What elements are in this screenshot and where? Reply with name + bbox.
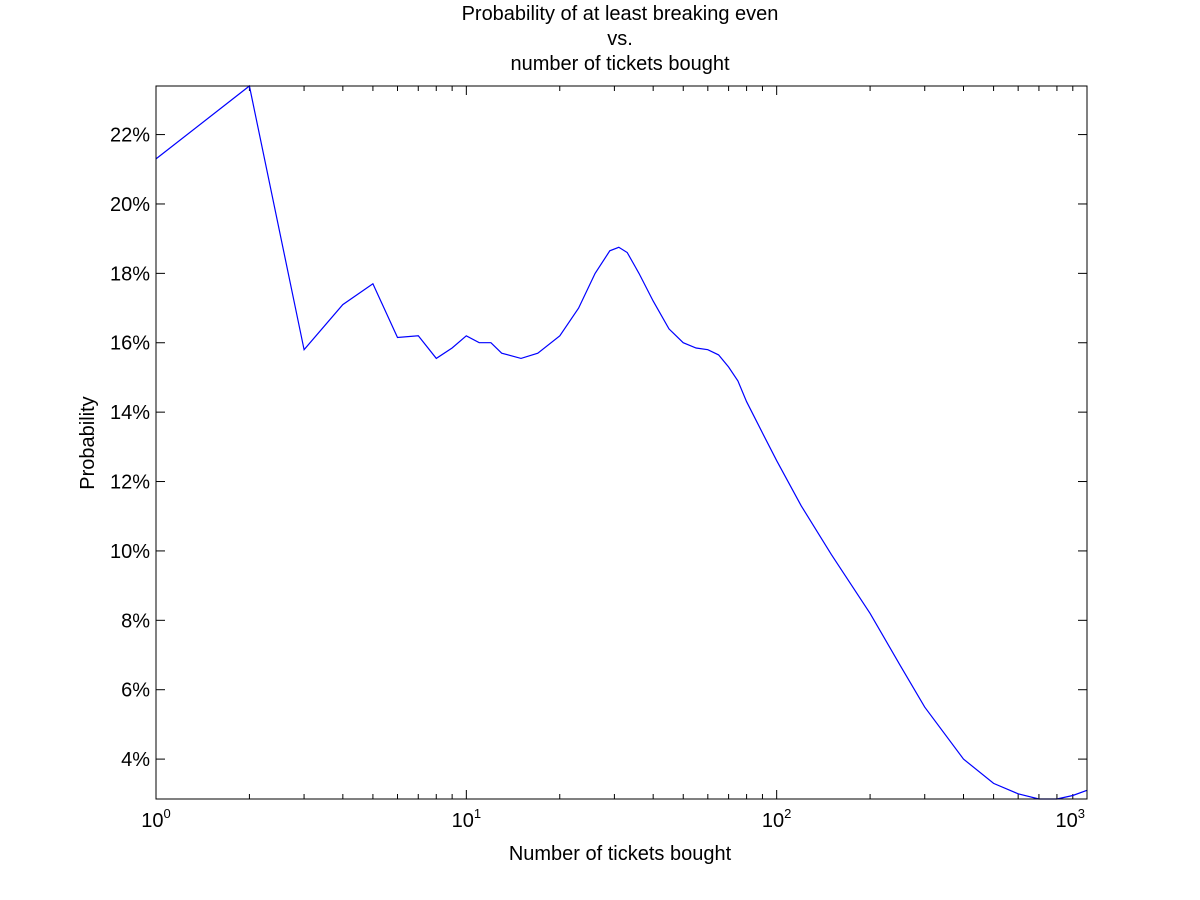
x-tick-label: 102	[762, 806, 791, 832]
x-tick-base: 10	[1056, 810, 1078, 832]
y-tick-label: 8%	[121, 610, 150, 632]
plot-frame	[155, 85, 1088, 800]
chart-title-line-1: Probability of at least breaking even	[462, 3, 779, 25]
plot-area	[156, 86, 1087, 799]
y-axis-ticks: 4% 6% 8% 10% 12% 14% 16% 18% 20% 22%	[110, 125, 1087, 771]
y-tick-label: 4%	[121, 749, 150, 771]
x-tick-label: 103	[1056, 806, 1085, 832]
chart-title-line-3: number of tickets bought	[510, 53, 729, 75]
x-tick-exponent: 2	[784, 806, 791, 821]
y-tick-label: 16%	[110, 333, 150, 355]
y-axis-label: Probability	[77, 396, 99, 489]
x-tick-base: 10	[762, 810, 784, 832]
x-tick-exponent: 0	[164, 806, 171, 821]
x-axis-label: Number of tickets bought	[509, 843, 732, 865]
y-tick-label: 18%	[110, 263, 150, 285]
series-line	[155, 84, 1088, 800]
y-tick-label: 6%	[121, 680, 150, 702]
y-tick-label: 20%	[110, 194, 150, 216]
x-tick-exponent: 3	[1078, 806, 1085, 821]
x-axis-ticks: 100 101 102 103	[141, 86, 1088, 832]
x-tick-label: 101	[452, 806, 481, 832]
y-tick-label: 12%	[110, 472, 150, 494]
x-tick-label: 100	[141, 806, 170, 832]
chart-title-line-2: vs.	[607, 28, 633, 50]
x-tick-base: 10	[141, 810, 163, 832]
x-tick-base: 10	[452, 810, 474, 832]
y-tick-label: 10%	[110, 541, 150, 563]
chart-title: Probability of at least breaking even vs…	[462, 3, 779, 75]
x-tick-exponent: 1	[474, 806, 481, 821]
y-tick-label: 22%	[110, 125, 150, 147]
y-tick-label: 14%	[110, 402, 150, 424]
